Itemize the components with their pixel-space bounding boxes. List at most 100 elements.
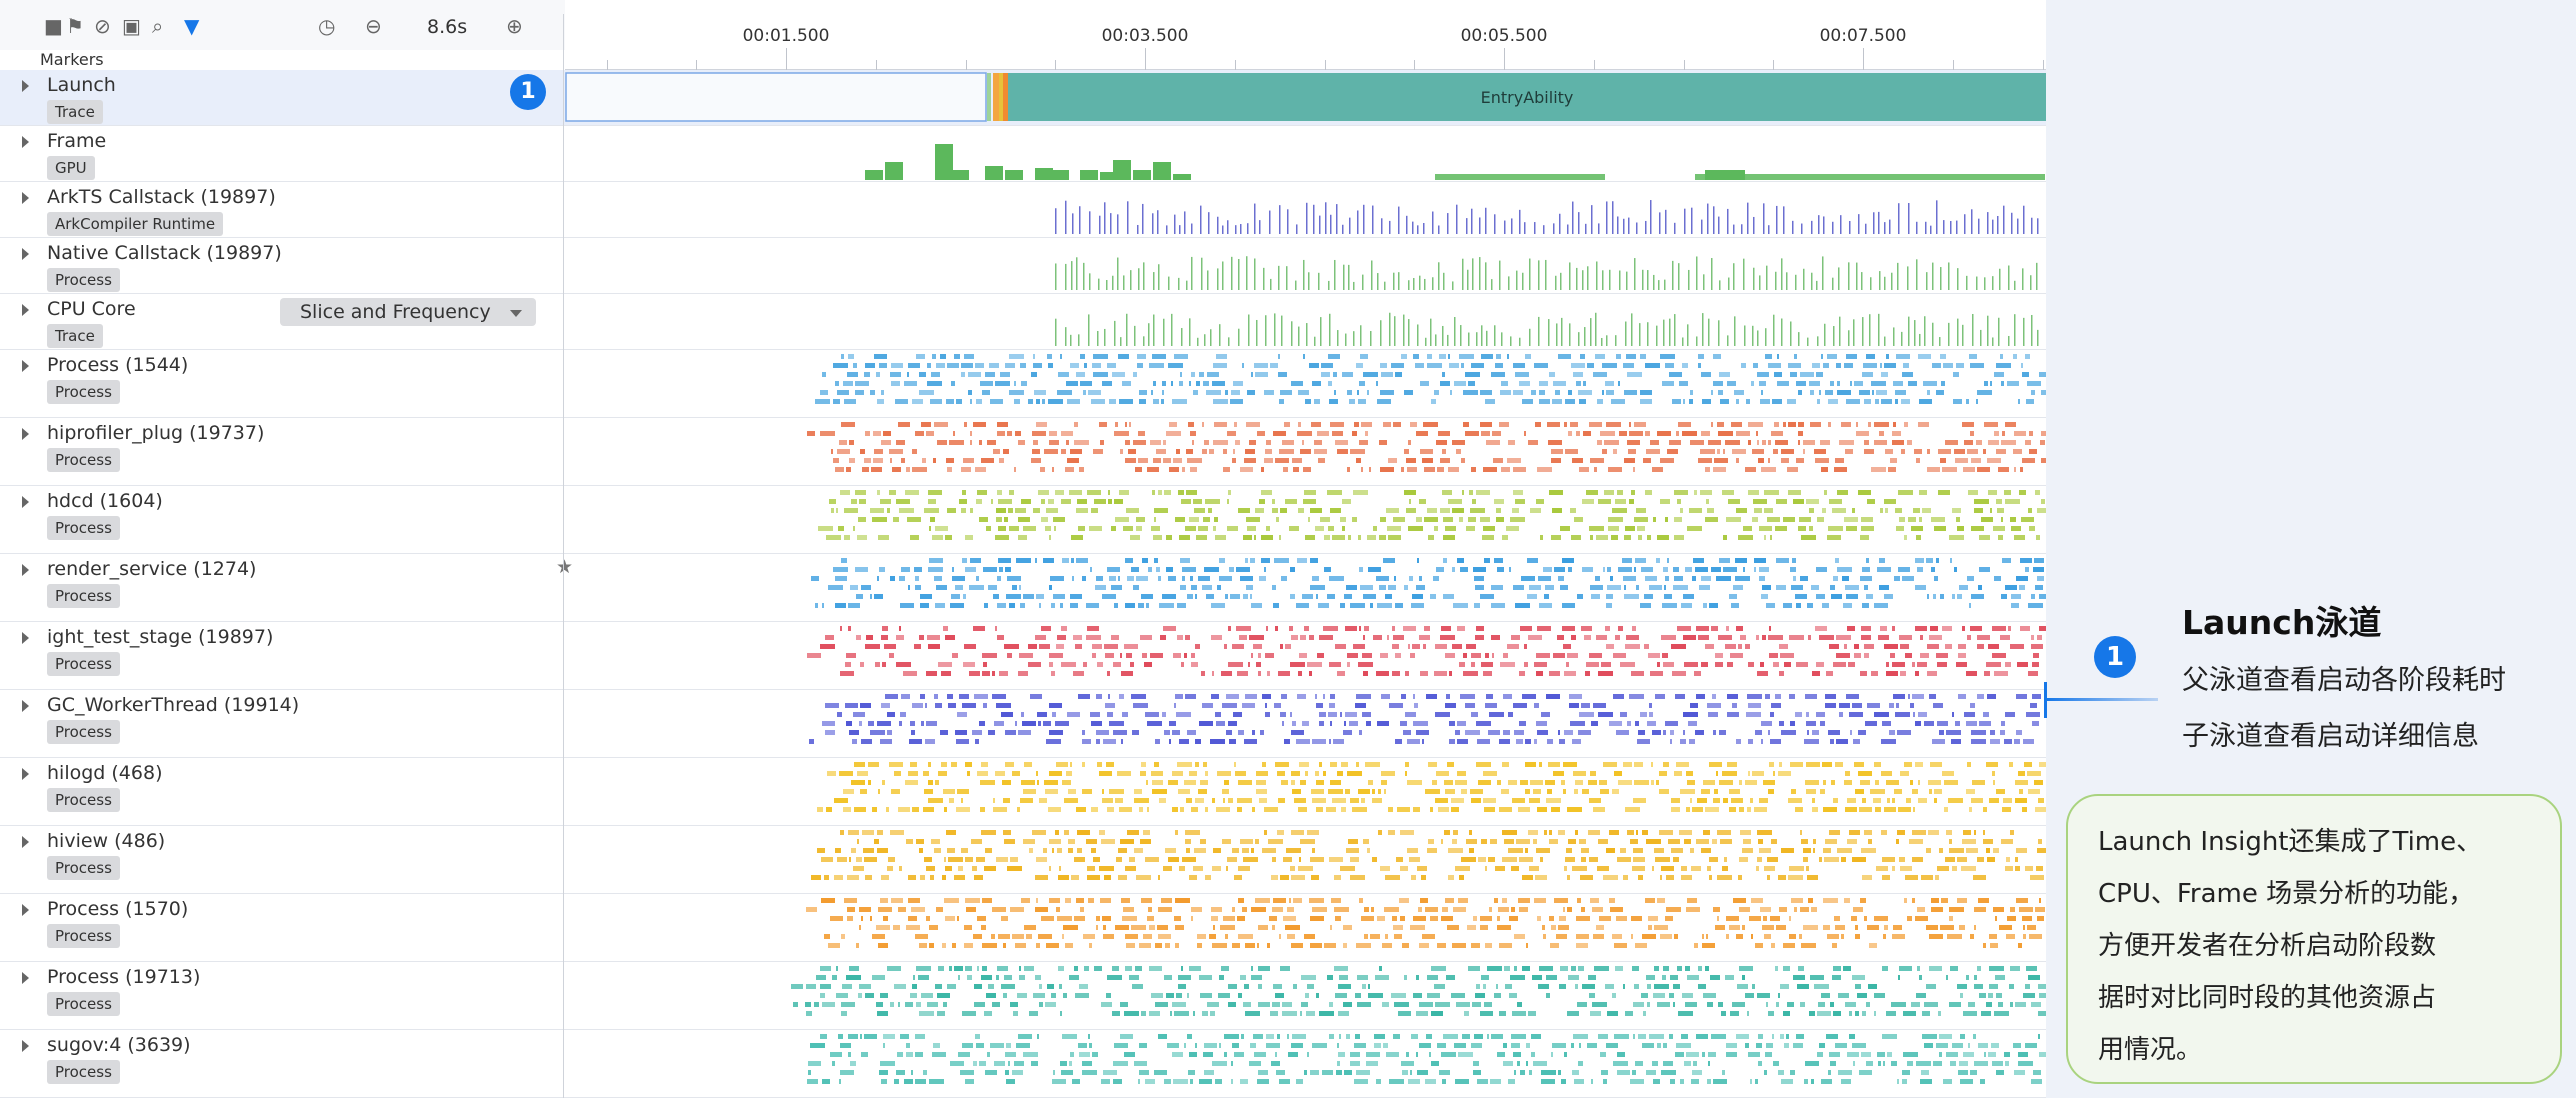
thread-slice xyxy=(1615,499,1626,504)
expand-arrow-icon[interactable] xyxy=(22,496,29,508)
lane-label[interactable]: CPU Core Trace Slice and Frequency xyxy=(20,294,560,349)
lane-graph xyxy=(817,762,2046,812)
lane-ight[interactable]: ight_test_stage (19897) Process xyxy=(0,622,2046,690)
zoom-in-icon[interactable]: ⊕ xyxy=(506,14,523,38)
thread-slice xyxy=(1808,635,1811,640)
thread-slice xyxy=(1152,354,1166,359)
thread-slice xyxy=(1497,1052,1505,1057)
lane-track[interactable] xyxy=(565,418,2046,485)
lane-label[interactable]: ight_test_stage (19897) Process xyxy=(20,622,560,689)
lane-label[interactable]: hiview (486) Process xyxy=(20,826,560,893)
expand-arrow-icon[interactable] xyxy=(22,768,29,780)
lane-cpu[interactable]: CPU Core Trace Slice and Frequency xyxy=(0,294,2046,350)
thread-slice xyxy=(905,490,919,495)
lane-hdcd[interactable]: hdcd (1604) Process xyxy=(0,486,2046,554)
lane-track[interactable] xyxy=(565,894,2046,961)
lane-track[interactable] xyxy=(565,126,2046,181)
lane-label[interactable]: Frame GPU xyxy=(20,126,560,181)
lane-track[interactable] xyxy=(565,622,2046,689)
lane-gcworker[interactable]: GC_WorkerThread (19914) Process xyxy=(0,690,2046,758)
expand-arrow-icon[interactable] xyxy=(22,1040,29,1052)
thread-slice xyxy=(1058,372,1069,377)
thread-slice xyxy=(2023,934,2026,939)
zoom-out-icon[interactable]: ⊖ xyxy=(365,14,382,38)
thread-slice xyxy=(1694,943,1698,948)
lane-label[interactable]: Process (1570) Process xyxy=(20,894,560,961)
expand-arrow-icon[interactable] xyxy=(22,80,29,92)
thread-slice xyxy=(1591,721,1598,726)
lane-graph xyxy=(1055,256,2038,290)
lane-track[interactable] xyxy=(565,294,2046,349)
expand-arrow-icon[interactable] xyxy=(22,836,29,848)
lane-p1544[interactable]: Process (1544) Process xyxy=(0,350,2046,418)
filter-icon[interactable]: ▼ xyxy=(184,14,200,38)
lane-p19713[interactable]: Process (19713) Process xyxy=(0,962,2046,1030)
lane-track[interactable] xyxy=(565,826,2046,893)
lane-label[interactable]: sugov:4 (3639) Process xyxy=(20,1030,560,1097)
lane-native[interactable]: Native Callstack (19897) Process xyxy=(0,238,2046,294)
expand-arrow-icon[interactable] xyxy=(22,428,29,440)
thread-slice xyxy=(1285,499,1297,504)
lane-track[interactable] xyxy=(565,758,2046,825)
lane-track[interactable]: EntryAbility xyxy=(565,70,2046,125)
expand-arrow-icon[interactable] xyxy=(22,904,29,916)
clock-icon[interactable]: ◷ xyxy=(318,14,336,38)
lane-label[interactable]: Launch Trace xyxy=(20,70,560,125)
thread-slice xyxy=(1507,644,1519,649)
expand-arrow-icon[interactable] xyxy=(22,632,29,644)
expand-arrow-icon[interactable] xyxy=(22,564,29,576)
thread-slice xyxy=(1337,449,1348,454)
lane-label[interactable]: Process (1544) Process xyxy=(20,350,560,417)
lane-track[interactable] xyxy=(565,690,2046,757)
thread-slice xyxy=(1338,1052,1345,1057)
search-icon[interactable]: ⌕ xyxy=(152,14,164,38)
expand-arrow-icon[interactable] xyxy=(22,972,29,984)
lane-hiprofiler[interactable]: hiprofiler_plug (19737) Process xyxy=(0,418,2046,486)
lane-track[interactable] xyxy=(565,350,2046,417)
column-divider[interactable] xyxy=(563,14,564,1098)
expand-arrow-icon[interactable] xyxy=(22,360,29,372)
lane-track[interactable] xyxy=(565,238,2046,293)
lane-label[interactable]: GC_WorkerThread (19914) Process xyxy=(20,690,560,757)
lane-frame[interactable]: Frame GPU xyxy=(0,126,2046,182)
lane-label[interactable]: hiprofiler_plug (19737) Process xyxy=(20,418,560,485)
thread-slice xyxy=(1951,739,1961,744)
lane-p1570[interactable]: Process (1570) Process xyxy=(0,894,2046,962)
lane-arkts[interactable]: ArkTS Callstack (19897) ArkCompiler Runti… xyxy=(0,182,2046,238)
block-icon[interactable]: ⊘ xyxy=(94,14,111,38)
lane-track[interactable] xyxy=(565,182,2046,237)
expand-arrow-icon[interactable] xyxy=(22,248,29,260)
expand-arrow-icon[interactable] xyxy=(22,304,29,316)
image-export-icon[interactable]: ▣ xyxy=(122,14,141,38)
thread-slice xyxy=(1131,925,1146,930)
thread-slice xyxy=(1963,1011,1977,1016)
cpu-mode-dropdown[interactable]: Slice and Frequency xyxy=(280,298,536,326)
lane-render[interactable]: render_service (1274) Process ★ xyxy=(0,554,2046,622)
lane-sugov[interactable]: sugov:4 (3639) Process xyxy=(0,1030,2046,1098)
thread-slice xyxy=(897,1052,903,1057)
expand-arrow-icon[interactable] xyxy=(22,136,29,148)
stop-square-icon[interactable]: ■ xyxy=(44,14,63,38)
thread-slice xyxy=(1241,1034,1244,1039)
lane-track[interactable] xyxy=(565,1030,2046,1097)
lane-label[interactable]: ArkTS Callstack (19897) ArkCompiler Runti… xyxy=(20,182,560,237)
thread-slice xyxy=(868,721,874,726)
lane-launch[interactable]: Launch Trace EntryAbility 1 xyxy=(0,70,2046,126)
lane-hilogd[interactable]: hilogd (468) Process xyxy=(0,758,2046,826)
thread-slice xyxy=(912,449,917,454)
lane-label[interactable]: render_service (1274) Process ★ xyxy=(20,554,573,621)
lane-label[interactable]: hdcd (1604) Process xyxy=(20,486,560,553)
flag-icon[interactable]: ⚑ xyxy=(66,14,84,38)
lane-label[interactable]: Process (19713) Process xyxy=(20,962,560,1029)
lane-track[interactable] xyxy=(565,486,2046,553)
star-icon[interactable]: ★ xyxy=(556,556,574,578)
lane-label[interactable]: hilogd (468) Process xyxy=(20,758,560,825)
expand-arrow-icon[interactable] xyxy=(22,192,29,204)
thread-slice xyxy=(1837,490,1848,495)
lane-label[interactable]: Native Callstack (19897) Process xyxy=(20,238,560,293)
time-ruler[interactable]: 00:01.500 00:03.500 00:05.500 00:07.500 xyxy=(565,14,2046,70)
lane-hiview[interactable]: hiview (486) Process xyxy=(0,826,2046,894)
lane-track[interactable] xyxy=(565,962,2046,1029)
lane-track[interactable] xyxy=(565,554,2046,621)
expand-arrow-icon[interactable] xyxy=(22,700,29,712)
